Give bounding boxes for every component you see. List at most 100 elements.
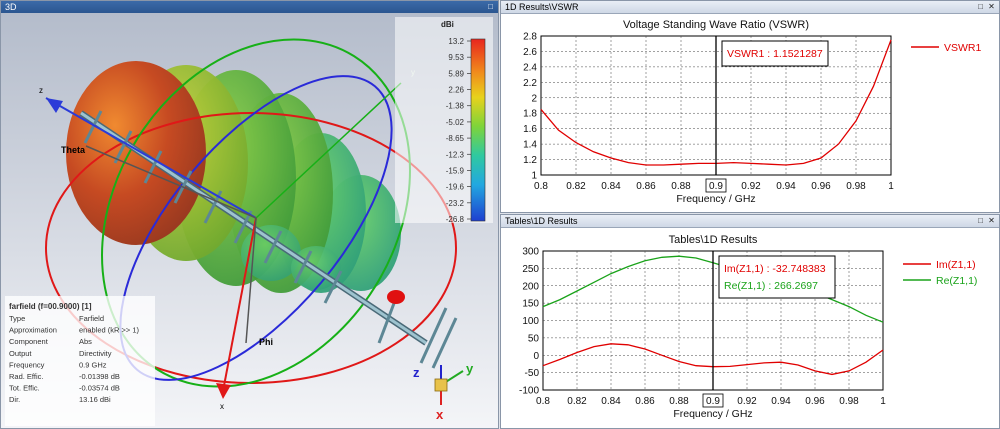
y-tick-label: 2.6 [523, 47, 537, 58]
x-tick-label: 1 [880, 396, 886, 407]
info-value: Abs [79, 337, 92, 346]
x-axis-label: Frequency / GHz [673, 408, 752, 420]
chart-title: Tables\1D Results [669, 234, 758, 246]
x-tick-label: 0.96 [811, 181, 831, 192]
tables-titlebar[interactable]: Tables\1D Results □ ✕ [501, 215, 999, 228]
theta-label: Theta [61, 145, 86, 155]
info-title: farfield (f=00.9000) [1] [9, 302, 92, 311]
x-tick-label: 0.9 [709, 181, 723, 192]
tables-pane[interactable]: Tables\1D Results □ ✕ Tables\1D Results 0… [500, 214, 1000, 429]
y-tick-label: 0 [533, 351, 539, 362]
triad-z-label: z [413, 365, 420, 380]
info-label: Rad. Effic. [9, 372, 43, 381]
x-tick-label: 0.94 [771, 396, 791, 407]
colorbar-tick-label: -23.2 [446, 199, 465, 208]
colorbar-tick-label: 13.2 [448, 37, 464, 46]
colorbar-legend: dBi 13.2 9.53 5.89 2.26 -1.38 -5.02 -8.65 -12.3… [395, 17, 493, 224]
tables-pane-title: Tables\1D Results [505, 216, 578, 226]
x-tick-label: 0.8 [536, 396, 550, 407]
colorbar-tick-label: -26.8 [446, 215, 465, 224]
impedance-chart[interactable]: Tables\1D Results 0.8 0.82 0.84 0.86 0.88 0.9 0… [501, 228, 999, 429]
x-tick-label: 0.96 [805, 396, 825, 407]
info-label: Dir. [9, 395, 20, 404]
colorbar-tick-label: -15.9 [446, 166, 465, 175]
x-axis-label: x [220, 402, 224, 411]
y-tick-label: 2.4 [523, 62, 537, 73]
farfield-3d-view[interactable]: z y x Theta Phi z y x dBi 13.2 9.53 5.89 2.… [1, 13, 498, 429]
z-axis-label: z [39, 86, 43, 95]
x-tick-label: 0.86 [636, 181, 656, 192]
vswr-pane[interactable]: 1D Results\VSWR □ ✕ Voltage Standing Wav… [500, 0, 1000, 213]
view3d-title: 3D [5, 2, 17, 12]
marker-x-box [705, 178, 727, 193]
info-label: Component [9, 337, 49, 346]
marker-readout-text: Im(Z1,1) : -32.748383 [724, 263, 826, 275]
info-panel: farfield (f=00.9000) [1] Type Farfield App… [5, 296, 155, 426]
legend-label: Im(Z1,1) [936, 259, 976, 271]
info-value: Farfield [79, 314, 104, 323]
legend-label: VSWR1 [944, 42, 982, 54]
marker-readout-text: Re(Z1,1) : 266.2697 [724, 280, 818, 292]
colorbar-tick-label: 5.89 [448, 69, 464, 78]
info-label: Approximation [9, 326, 57, 335]
x-tick-label: 0.98 [839, 396, 859, 407]
x-axis-label: Frequency / GHz [676, 193, 755, 205]
phi-label: Phi [259, 337, 273, 347]
colorbar-tick-label: 2.26 [448, 86, 464, 95]
colorbar-tick-label: -5.02 [446, 118, 465, 127]
y-tick-label: 200 [522, 281, 539, 292]
x-tick-label: 0.9 [706, 396, 720, 407]
colorbar-tick-label: -8.65 [446, 134, 465, 143]
y-tick-label: -100 [519, 386, 539, 397]
y-tick-label: 300 [522, 247, 539, 258]
x-tick-label: 0.84 [601, 396, 621, 407]
vswr-titlebar[interactable]: 1D Results\VSWR □ ✕ [501, 1, 999, 14]
info-value: enabled (kR >> 1) [79, 326, 140, 335]
triad-y-label: y [466, 361, 474, 376]
x-tick-label: 0.8 [534, 181, 548, 192]
x-tick-label: 0.86 [635, 396, 655, 407]
y-tick-label: 1.6 [523, 124, 537, 135]
y-tick-label: 250 [522, 264, 539, 275]
info-value: -0.01398 dB [79, 372, 120, 381]
vswr-chart[interactable]: Voltage Standing Wave Ratio (VSWR) 0.8 0.8… [501, 14, 999, 213]
y-tick-label: 150 [522, 299, 539, 310]
y-tick-label: 2.2 [523, 78, 537, 89]
x-tick-label: 0.92 [741, 181, 761, 192]
coordinate-axes: z y x Theta Phi [39, 68, 415, 411]
y-tick-label: -50 [525, 368, 540, 379]
y-tick-label: 2.8 [523, 32, 537, 43]
x-tick-label: 0.94 [776, 181, 796, 192]
marker-readout-box [721, 40, 829, 67]
marker-readout-text: VSWR1 : 1.1521287 [727, 48, 823, 60]
maximize-icon[interactable]: □ [978, 2, 983, 11]
chart-title: Voltage Standing Wave Ratio (VSWR) [623, 19, 809, 31]
x-tick-label: 1 [888, 181, 894, 192]
colorbar-tick-label: -19.6 [446, 183, 465, 192]
orientation-triad[interactable]: z y x [413, 361, 474, 422]
view3d-pane[interactable]: 3D □ [0, 0, 499, 429]
close-icon[interactable]: ✕ [988, 216, 995, 225]
x-tick-label: 0.88 [671, 181, 691, 192]
y-tick-label: 1 [531, 171, 537, 182]
info-value: Directivity [79, 349, 112, 358]
legend-label: Re(Z1,1) [936, 275, 977, 287]
x-tick-label: 0.82 [566, 181, 586, 192]
info-value: 0.9 GHz [79, 360, 107, 369]
colorbar-gradient [470, 38, 486, 222]
y-tick-label: 100 [522, 316, 539, 327]
close-icon[interactable]: ✕ [988, 2, 995, 11]
marker-x-box [702, 393, 724, 408]
vswr-pane-title: 1D Results\VSWR [505, 2, 579, 12]
y-tick-label: 2 [531, 93, 537, 104]
maximize-icon[interactable]: □ [978, 216, 983, 225]
info-label: Type [9, 314, 25, 323]
colorbar-tick-label: -12.3 [446, 150, 465, 159]
colorbar-unit: dBi [441, 20, 454, 29]
y-tick-label: 1.2 [523, 155, 537, 166]
info-label: Frequency [9, 360, 45, 369]
triad-x-label: x [436, 407, 444, 422]
maximize-icon[interactable]: □ [488, 2, 493, 11]
y-tick-label: 1.8 [523, 109, 537, 120]
x-tick-label: 0.84 [601, 181, 621, 192]
